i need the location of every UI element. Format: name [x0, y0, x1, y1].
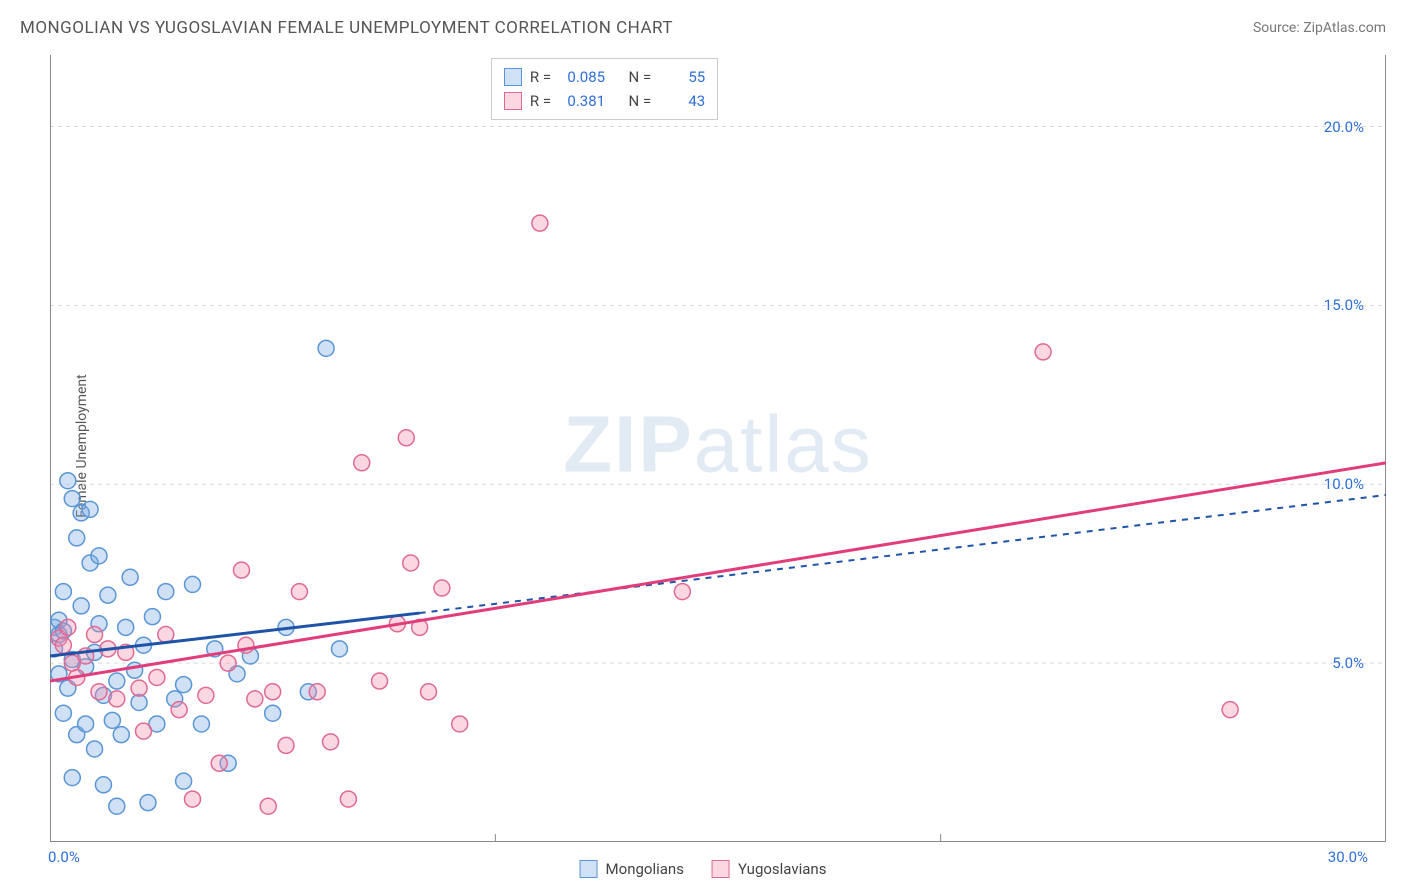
series-legend: Mongolians Yugoslavians: [580, 860, 827, 878]
legend-label: Yugoslavians: [738, 860, 827, 878]
n-label: N =: [629, 65, 652, 89]
scatter-plot: [50, 55, 1386, 842]
x-tick-min: 0.0%: [48, 848, 80, 866]
n-value: 43: [659, 89, 705, 113]
y-tick-label: 20.0%: [1324, 118, 1364, 136]
legend-item: Yugoslavians: [712, 860, 827, 878]
x-tick-max: 30.0%: [1328, 848, 1368, 866]
header: MONGOLIAN VS YUGOSLAVIAN FEMALE UNEMPLOY…: [0, 0, 1406, 48]
chart-area: ZIPatlas R = 0.085 N = 55 R = 0.381 N = …: [50, 55, 1386, 842]
r-value: 0.085: [559, 65, 605, 89]
legend-swatch: [712, 860, 730, 878]
r-label: R =: [530, 65, 551, 89]
r-value: 0.381: [559, 89, 605, 113]
n-label: N =: [629, 89, 652, 113]
stats-row: R = 0.381 N = 43: [504, 89, 705, 113]
n-value: 55: [659, 65, 705, 89]
chart-title: MONGOLIAN VS YUGOSLAVIAN FEMALE UNEMPLOY…: [20, 18, 673, 38]
y-tick-label: 10.0%: [1324, 475, 1364, 493]
series-swatch: [504, 92, 522, 110]
legend-item: Mongolians: [580, 860, 684, 878]
source-attribution: Source: ZipAtlas.com: [1253, 20, 1386, 36]
stats-row: R = 0.085 N = 55: [504, 65, 705, 89]
legend-label: Mongolians: [606, 860, 684, 878]
series-swatch: [504, 68, 522, 86]
y-tick-label: 5.0%: [1332, 654, 1364, 672]
correlation-stats-box: R = 0.085 N = 55 R = 0.381 N = 43: [491, 58, 718, 120]
r-label: R =: [530, 89, 551, 113]
legend-swatch: [580, 860, 598, 878]
y-tick-label: 15.0%: [1324, 296, 1364, 314]
